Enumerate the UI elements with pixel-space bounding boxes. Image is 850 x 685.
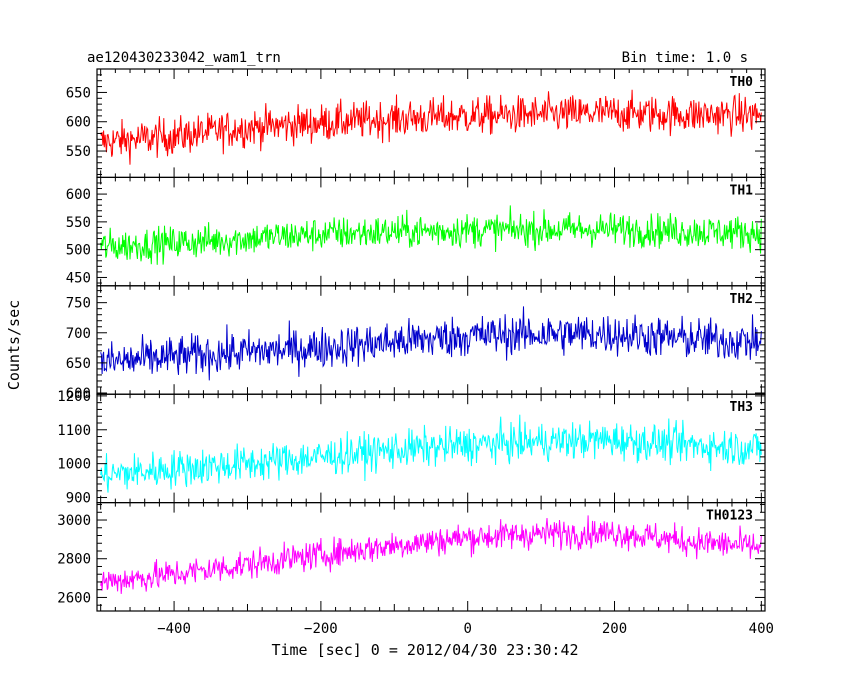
y-tick-label: 600 [66,386,91,402]
panels: 550 600 650 TH0 450 500 550 600 TH1 600 650 700 750 T… [57,68,774,637]
series-line-th2 [100,306,762,381]
x-tick-label: 200 [602,621,627,637]
chart-title: ae120430233042_wam1_trn [87,50,281,66]
panel-label-th1: TH1 [730,183,754,198]
series-line-th1 [100,205,762,265]
bin-time-label: Bin time: 1.0 s [622,50,748,66]
panel-label-th0: TH0 [730,75,754,90]
x-tick-label: −200 [304,621,338,637]
y-tick-label: 3000 [57,513,91,529]
y-tick-label: 700 [66,326,91,342]
x-tick-label: 0 [463,621,471,637]
panel-label-th3: TH3 [730,400,753,415]
y-tick-label: 2800 [57,552,91,568]
y-tick-label: 650 [66,356,91,372]
y-tick-label: 900 [66,491,91,507]
y-tick-label: 600 [66,115,91,131]
series-line-th3 [100,414,762,493]
x-axis-title: Time [sec] 0 = 2012/04/30 23:30:42 [271,641,578,659]
y-tick-label: 600 [66,187,91,203]
y-tick-label: 2600 [57,590,91,606]
series-line-th0123 [100,515,762,594]
y-axis-title: Counts/sec [5,300,23,390]
y-tick-label: 650 [66,85,91,101]
x-tick-label: −400 [157,621,191,637]
panel-label-th2: TH2 [730,292,753,307]
y-tick-label: 750 [66,296,91,312]
y-tick-label: 450 [66,270,91,286]
panel-label-th0123: TH0123 [706,509,753,524]
x-tick-label: 400 [749,621,774,637]
y-tick-label: 1200 [57,389,91,405]
y-tick-label: 550 [66,215,91,231]
y-tick-label: 550 [66,144,91,160]
y-tick-label: 1000 [57,457,91,473]
y-tick-label: 1100 [57,423,91,439]
y-tick-label: 500 [66,243,91,259]
series-line-th0 [100,89,762,165]
panel-frame [96,502,766,612]
